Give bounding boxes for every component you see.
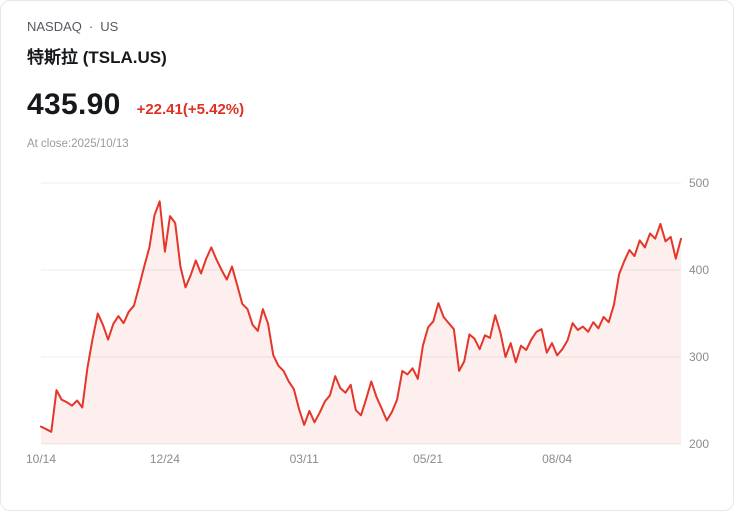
x-axis-label: 08/04 <box>542 452 572 466</box>
price-area <box>41 201 681 444</box>
x-axis-label: 12/24 <box>150 452 180 466</box>
y-axis-label: 400 <box>689 263 709 277</box>
stock-name: 特斯拉 (TSLA.US) <box>27 48 167 67</box>
y-axis-label: 300 <box>689 350 709 364</box>
price-change: +22.41(+5.42%) <box>136 101 245 118</box>
price-chart-canvas[interactable]: 200 300 400 500 10/14 12/24 03/11 05/21 08/04 <box>1 176 734 477</box>
quote-header: NASDAQ · US 特斯拉 (TSLA.US) 435.90 +22.41(+5… <box>1 1 733 150</box>
x-axis-label: 05/21 <box>413 452 443 466</box>
as-of-label: At close:2025/10/13 <box>27 138 129 150</box>
price-row: 435.90 +22.41(+5.42%) <box>27 88 733 122</box>
exchange-label: NASDAQ <box>27 19 82 34</box>
x-axis-label: 03/11 <box>290 452 319 466</box>
price-chart[interactable]: 200 300 400 500 10/14 12/24 03/11 05/21 08/04 <box>1 176 734 477</box>
current-price: 435.90 <box>27 88 121 121</box>
exchange-info: NASDAQ · US <box>27 19 733 34</box>
y-axis-label: 500 <box>689 177 709 190</box>
price-line <box>40 200 682 433</box>
separator-dot: · <box>88 19 94 34</box>
x-axis-label: 10/14 <box>26 452 56 466</box>
y-axis-label: 200 <box>689 437 709 451</box>
region-label: US <box>100 19 119 34</box>
